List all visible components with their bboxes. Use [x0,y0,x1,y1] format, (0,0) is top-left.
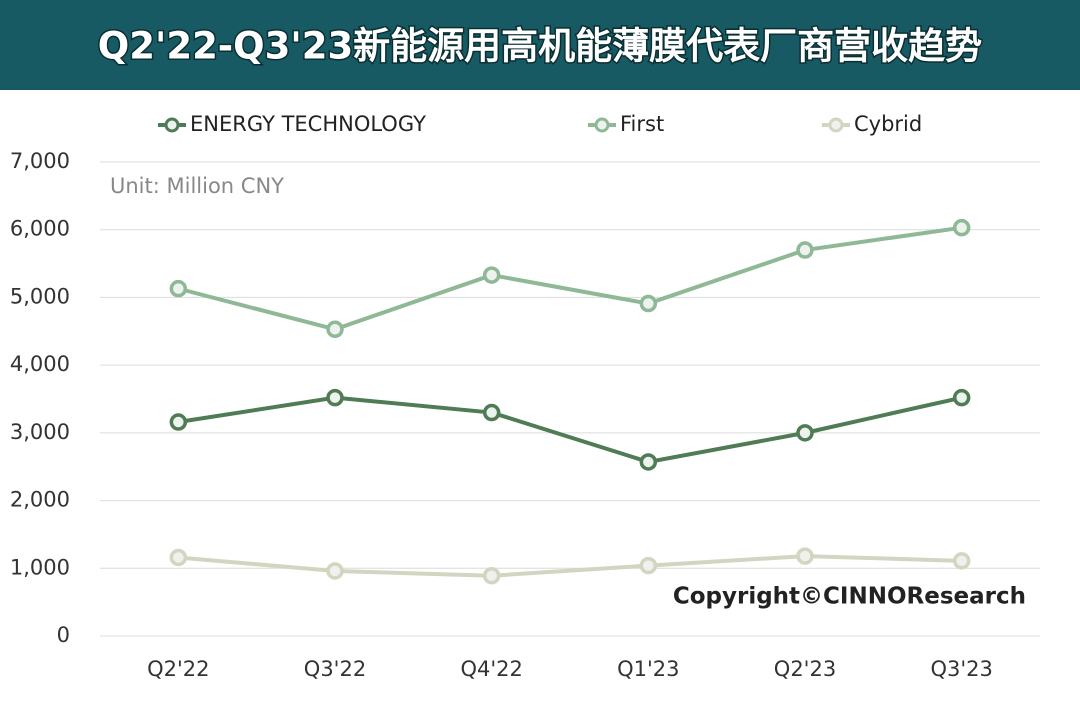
data-point [482,403,501,422]
data-point [952,388,971,407]
legend-marker [828,117,844,133]
series-line [177,225,962,332]
data-point [639,294,658,313]
y-tick-label: 0 [57,623,70,647]
data-point [482,566,501,585]
y-tick-label: 7,000 [10,149,70,173]
data-point [169,279,188,298]
x-tick-label: Q3'22 [304,657,366,681]
chart-title: Q2'22-Q3'23新能源用高机能薄膜代表厂商营收趋势 [98,25,982,68]
y-tick-label: 5,000 [10,284,70,308]
x-tick-label: Q1'23 [617,657,679,681]
series-line [178,395,963,465]
title-banner [0,0,1080,90]
y-tick-label: 6,000 [10,217,70,241]
unit-note: Unit: Million CNY [110,174,284,198]
series-line [178,554,962,578]
data-point [326,562,344,580]
data-point [169,413,188,431]
data-point [639,453,658,471]
legend-marker [594,117,610,133]
copyright: Copyright©CINNOResearch [673,584,1026,610]
x-tick-label: Q4'22 [460,657,522,681]
data-point [952,218,971,237]
legend-label: First [620,112,664,136]
legend-label: ENERGY TECHNOLOGY [190,112,426,136]
legend-marker [164,117,180,133]
y-tick-label: 2,000 [10,488,70,512]
data-point [796,547,814,565]
data-point [796,424,814,442]
legend-label: Cybrid [854,112,922,136]
data-point [326,388,344,407]
data-point [169,548,188,567]
data-point [796,241,814,259]
data-point [482,266,501,284]
x-tick-label: Q3'23 [930,657,992,681]
data-point [952,552,971,570]
y-tick-label: 1,000 [10,555,70,579]
data-point [326,320,344,339]
data-point [639,556,658,575]
x-tick-label: Q2'22 [147,657,209,681]
x-tick-label: Q2'23 [774,657,836,681]
y-tick-label: 4,000 [10,352,70,376]
y-tick-label: 3,000 [10,420,70,444]
